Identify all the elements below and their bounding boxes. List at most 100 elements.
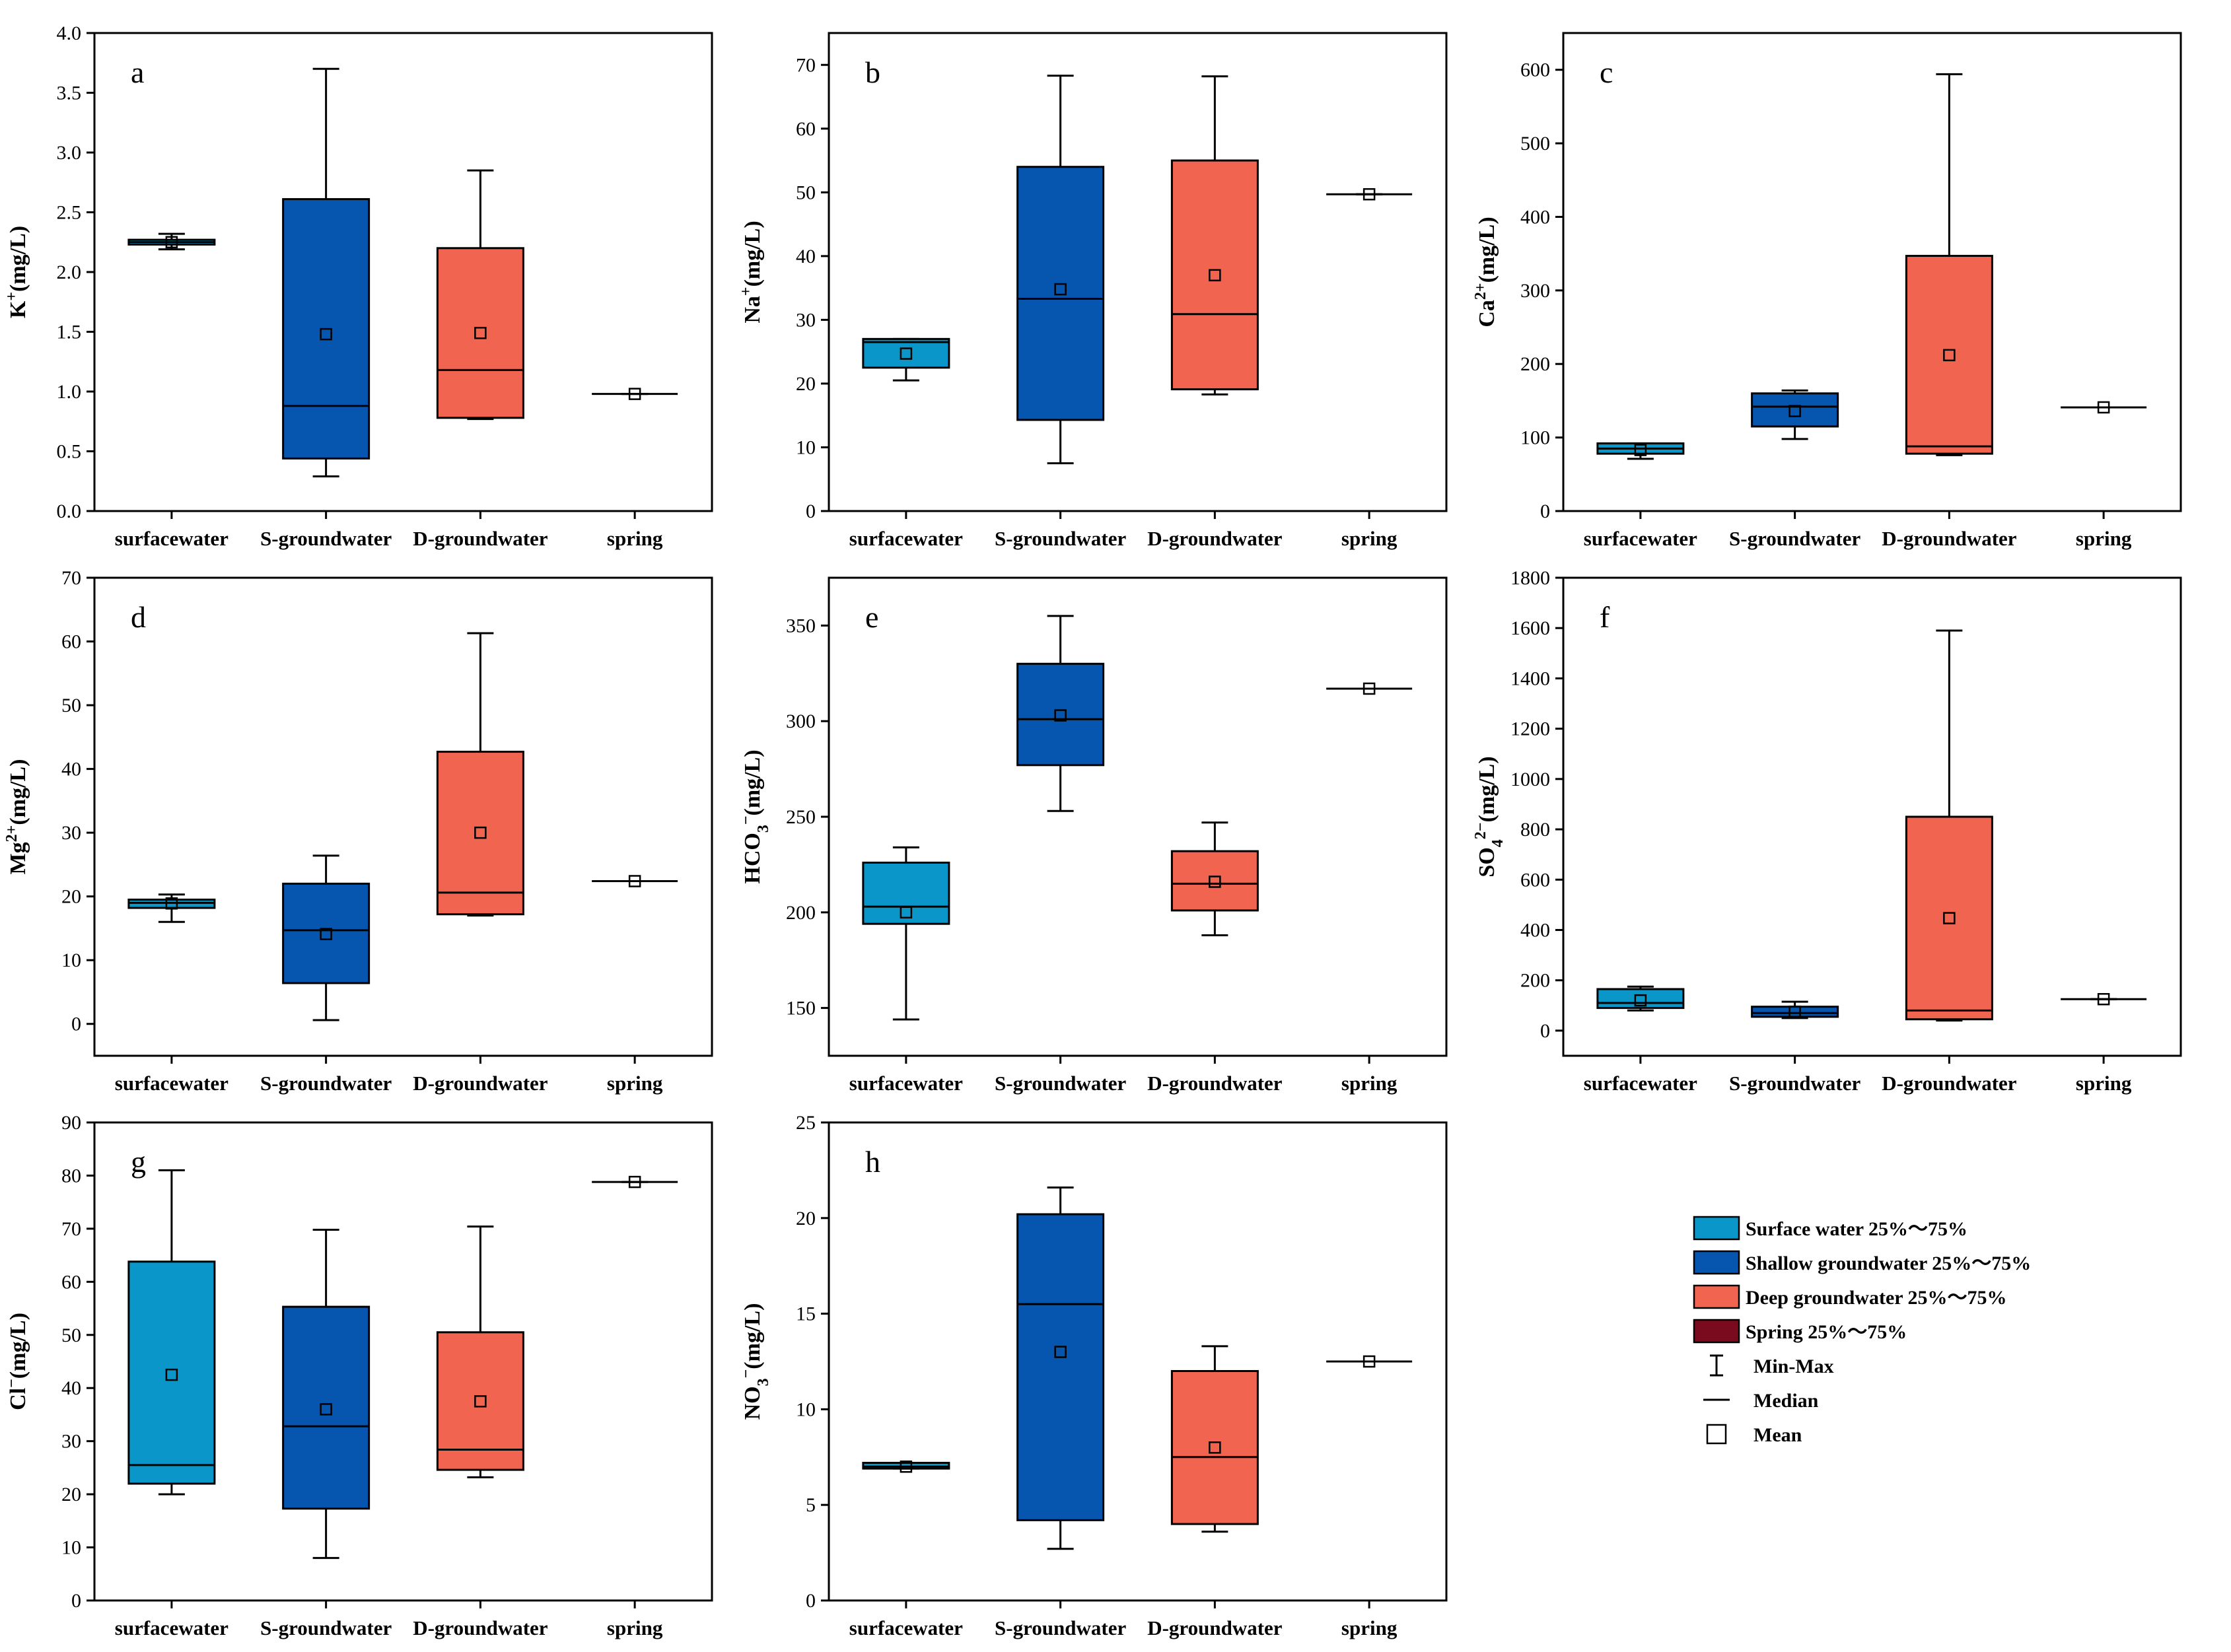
y-tick-label: 1400 [1510, 668, 1550, 689]
box-spring [592, 388, 678, 400]
x-tick-label: spring [1341, 527, 1398, 550]
mean-marker [474, 1395, 487, 1408]
mean-marker [900, 906, 913, 919]
x-tick-label: S-groundwater [260, 1616, 392, 1639]
legend-item: Surface water 25%～75% [1693, 1216, 1967, 1241]
panel-a: 0.0 0.5 1.0 1.5 2.0 2.5 3.0 3.5 4.0 surfacewater S… [3, 22, 713, 550]
legend-item: Min-Max [1710, 1354, 1834, 1377]
panel-letter: e [865, 600, 878, 634]
box-surfacewater [862, 1461, 950, 1473]
mean-marker [320, 928, 332, 940]
x-tick-label: D-groundwater [1147, 527, 1283, 550]
y-tick-label: 200 [1520, 353, 1550, 375]
y-tick-label: 0.0 [57, 500, 82, 522]
box-spring [1326, 188, 1413, 201]
x-tick-label: D-groundwater [1147, 1072, 1283, 1095]
x-tick-label: spring [607, 527, 663, 550]
mean-marker [900, 347, 913, 360]
box-D-groundwater [1170, 75, 1259, 396]
y-axis-title: Na+(mg/L) [738, 221, 765, 323]
y-axis-title: Cl−(mg/L) [3, 1313, 30, 1410]
x-tick-label: D-groundwater [413, 527, 548, 550]
y-tick-label: 100 [1520, 427, 1550, 449]
mean-marker [320, 1403, 332, 1416]
iqr-box [436, 247, 524, 419]
iqr-box [1596, 988, 1685, 1010]
y-axis-title: Ca2+(mg/L) [1472, 217, 1499, 327]
box-surfacewater [862, 846, 950, 1021]
plot-frame [828, 576, 1448, 1057]
y-tick-label: 70 [61, 567, 81, 589]
mean-marker [1943, 349, 1956, 362]
x-tick-label: surfacewater [115, 1616, 229, 1639]
box-S-groundwater [282, 1228, 371, 1560]
legend-label: Shallow groundwater 25%～75% [1746, 1253, 2031, 1274]
plot-frame [828, 1121, 1448, 1602]
mean-marker [1209, 269, 1221, 282]
y-tick-label: 30 [61, 822, 81, 844]
y-tick-label: 0 [1540, 1020, 1550, 1042]
y-tick-label: 600 [1520, 869, 1550, 891]
x-tick-label: D-groundwater [413, 1072, 548, 1095]
y-tick-label: 15 [796, 1303, 816, 1325]
x-tick-label: D-groundwater [413, 1616, 548, 1639]
iqr-box [1751, 392, 1839, 428]
y-tick-label: 0 [71, 1014, 81, 1035]
mean-marker [900, 1461, 913, 1473]
x-tick-label: surfacewater [115, 527, 229, 550]
mean-marker [474, 327, 487, 339]
legend-item: Median [1703, 1390, 1819, 1412]
box-S-groundwater [282, 854, 371, 1021]
y-tick-label: 3.0 [57, 142, 82, 164]
y-tick-label: 0 [806, 1590, 816, 1612]
iqr-box [1751, 1006, 1839, 1018]
plot-frame [1562, 32, 2182, 512]
y-tick-label: 20 [61, 886, 81, 908]
x-tick-label: S-groundwater [260, 527, 392, 550]
iqr-box [282, 1305, 371, 1510]
mean-marker [1363, 682, 1376, 695]
iqr-box [862, 862, 950, 925]
panels: 0.0 0.5 1.0 1.5 2.0 2.5 3.0 3.5 4.0 surfacewater S… [3, 22, 2182, 1639]
box-S-groundwater [1751, 1000, 1839, 1019]
mean-marker [1943, 912, 1956, 924]
y-tick-label: 40 [61, 759, 81, 780]
x-tick-label: D-groundwater [1882, 1072, 2017, 1095]
iqr-box [436, 751, 524, 916]
box-D-groundwater [436, 1225, 524, 1478]
x-tick-label: surfacewater [849, 1616, 963, 1639]
box-spring [592, 875, 678, 887]
mean-marker [1054, 1346, 1067, 1358]
iqr-box [1905, 815, 1993, 1021]
mean-marker [1054, 283, 1067, 296]
y-tick-label: 90 [61, 1112, 81, 1134]
legend-label: Deep groundwater 25%～75% [1746, 1287, 2007, 1309]
iqr-box [1905, 254, 1993, 455]
mean-marker [474, 826, 487, 839]
panel-e: 150 200 250 300 350 surfacewater S-groundwater… [738, 576, 1448, 1095]
y-tick-label: 60 [796, 118, 816, 140]
panel-g: 0 10 20 30 40 50 60 70 80 90 surfacewater S-groundw… [3, 1112, 713, 1639]
y-tick-label: 1200 [1510, 718, 1550, 740]
x-tick-label: spring [607, 1072, 663, 1095]
panel-letter: a [131, 55, 144, 89]
y-tick-label: 1.5 [57, 322, 82, 343]
box-spring [2061, 401, 2147, 414]
x-tick-label: S-groundwater [995, 1072, 1126, 1095]
x-tick-label: spring [2076, 527, 2132, 550]
mean-marker [320, 327, 332, 341]
y-tick-label: 30 [796, 309, 816, 331]
y-tick-label: 500 [1520, 133, 1550, 155]
y-tick-label: 30 [61, 1431, 81, 1453]
box-spring [1326, 1355, 1413, 1368]
x-tick-label: surfacewater [1584, 527, 1697, 550]
iqr-box [1170, 850, 1259, 912]
box-S-groundwater [1016, 615, 1105, 812]
legend: Surface water 25%～75% Shallow groundwater… [1693, 1216, 2031, 1446]
box-D-groundwater [1170, 821, 1259, 937]
y-tick-label: 20 [61, 1484, 81, 1505]
y-tick-label: 50 [796, 182, 816, 203]
box-surfacewater [862, 337, 950, 382]
y-axis-title: NO3−(mg/L) [738, 1303, 772, 1420]
